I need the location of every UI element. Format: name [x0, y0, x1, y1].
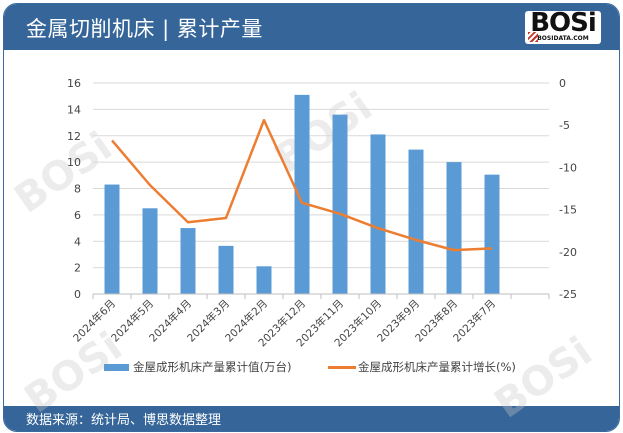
left-axis-tick: 0 [74, 288, 81, 301]
left-axis-tick: 8 [74, 183, 81, 196]
right-axis-tick: -15 [559, 204, 577, 217]
bar-series [104, 94, 500, 295]
right-axis-tick: 0 [559, 77, 566, 90]
legend-item-bar: 金屋成形机床产量累计值(万台) [104, 359, 291, 375]
legend-bar-label: 金屋成形机床产量累计值(万台) [133, 360, 292, 374]
bosi-logo: BOSi BOSIDATA.COM [525, 8, 601, 44]
right-axis-tick: -20 [559, 246, 577, 259]
bar [408, 149, 424, 294]
bar [180, 228, 196, 294]
line-series [111, 118, 493, 252]
legend-bar-swatch-icon [104, 363, 129, 371]
bar [142, 208, 158, 294]
right-axis-tick: -5 [559, 119, 570, 132]
data-source: 数据来源：统计局、博思数据整理 [26, 413, 222, 428]
bar [256, 266, 272, 294]
bar [332, 114, 348, 295]
left-axis-tick: 10 [67, 156, 81, 169]
legend-line-swatch-icon [328, 365, 356, 369]
bar [218, 245, 234, 294]
left-axis-tick: 4 [74, 235, 81, 248]
x-axis-labels: 2024年6月2024年5月2024年4月2024年3月2024年2月2023年… [70, 297, 498, 349]
left-axis-tick: 6 [74, 209, 81, 222]
bar [446, 162, 462, 294]
bar [370, 134, 386, 294]
logo-text: BOSi [530, 8, 597, 38]
left-axis-tick: 16 [67, 77, 81, 90]
bar [484, 174, 500, 294]
legend-item-line: 金屋成形机床产量累计增长(%) [328, 359, 516, 375]
left-y-axis: 0 2 4 6 8 10 12 14 16 [67, 77, 81, 301]
left-axis-tick: 2 [74, 262, 81, 275]
header-bar: 金属切削机床 | 累计产量 BOSi BOSIDATA.COM [4, 4, 619, 50]
right-axis-tick: -10 [559, 161, 577, 174]
left-axis-tick: 12 [67, 130, 81, 143]
x-axis [92, 293, 550, 299]
footer-bar: 数据来源：统计局、博思数据整理 [4, 406, 619, 431]
gridlines [93, 82, 549, 269]
logo-stripe-icon [528, 32, 538, 42]
left-axis-tick: 14 [67, 103, 81, 116]
page-title: 金属切削机床 | 累计产量 [26, 17, 263, 41]
logo-subtext: BOSIDATA.COM [537, 35, 589, 42]
right-axis-tick: -25 [559, 288, 577, 301]
bar [104, 184, 120, 294]
bar [294, 94, 310, 295]
right-y-axis: 0 -5 -10 -15 -20 -25 [559, 77, 577, 301]
legend-line-label: 金屋成形机床产量累计增长(%) [358, 360, 516, 374]
